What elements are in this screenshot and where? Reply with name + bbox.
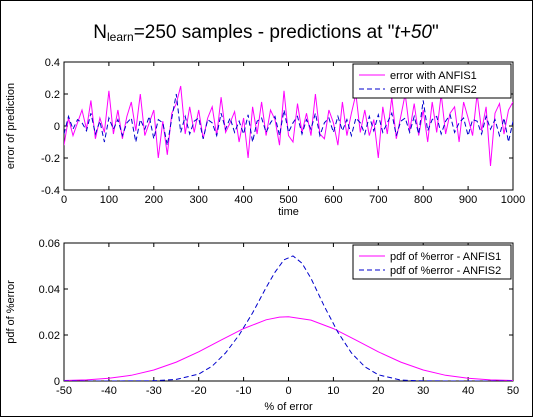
x-tick-label: 100 [100, 194, 118, 206]
x-tick-label: 0 [61, 194, 67, 206]
legend-label: pdf of %error - ANFIS1 [390, 251, 501, 263]
legend-box [352, 244, 512, 280]
x-tick-label: 10 [327, 385, 339, 397]
x-axis-label: % of error [264, 401, 313, 413]
series-line-anfis2 [64, 255, 513, 381]
y-tick-label: 0 [54, 121, 60, 133]
y-axis-label: pdf of %error [5, 280, 17, 344]
x-tick-label: 500 [279, 194, 297, 206]
series-group [64, 85, 513, 167]
error-time-chart: 0 100 200 300 400 500 600 700 800 900 1000 -0.4 -0.2… [5, 57, 525, 218]
x-tick-label: 700 [369, 194, 387, 206]
legend: error with ANFIS1 error with ANFIS2 [352, 63, 512, 99]
x-tick-label: 50 [507, 385, 519, 397]
y-tick-label: 0.2 [45, 89, 60, 101]
y-tick-label: 0 [54, 376, 60, 388]
x-tick-label: -30 [146, 385, 162, 397]
series-line-anfis1 [64, 85, 513, 167]
y-tick-label: 0.06 [39, 238, 60, 250]
legend-label: error with ANFIS1 [390, 70, 477, 82]
x-tick-label: 900 [459, 194, 477, 206]
series-group [64, 255, 513, 381]
y-axis-label: error of prediction [5, 83, 17, 169]
y-tick-label: 0.02 [39, 330, 60, 342]
y-tick-label: 0.04 [39, 284, 60, 296]
y-tick-label: -0.4 [41, 185, 60, 197]
x-tick-label: 800 [414, 194, 432, 206]
x-tick-label: -50 [56, 385, 72, 397]
x-tick-label: 0 [285, 385, 291, 397]
x-tick-label: 400 [234, 194, 252, 206]
x-tick-label: 1000 [501, 194, 525, 206]
series-line-anfis1 [64, 316, 513, 381]
legend-label: error with ANFIS2 [390, 84, 477, 96]
x-tick-label: -40 [101, 385, 117, 397]
x-tick-label: 40 [462, 385, 474, 397]
error-pdf-chart: -50 -40 -30 -20 -10 0 10 20 30 40 50 0 0.02 0.04 0.06%… [5, 238, 519, 413]
legend-label: pdf of %error - ANFIS2 [390, 265, 501, 277]
x-axis-label: time [278, 206, 299, 218]
figure-title: Nlearn=250 samples - predictions at "t+5… [93, 22, 438, 44]
y-tick-label: -0.2 [41, 153, 60, 165]
x-tick-label: -20 [191, 385, 207, 397]
legend: pdf of %error - ANFIS1 pdf of %error - AN… [352, 244, 512, 280]
x-tick-label: 30 [417, 385, 429, 397]
legend-box [352, 63, 512, 99]
x-tick-label: 300 [190, 194, 208, 206]
x-tick-label: 20 [372, 385, 384, 397]
x-tick-label: -10 [236, 385, 252, 397]
y-tick-label: 0.4 [45, 57, 60, 69]
x-tick-label: 600 [324, 194, 342, 206]
x-tick-label: 200 [145, 194, 163, 206]
